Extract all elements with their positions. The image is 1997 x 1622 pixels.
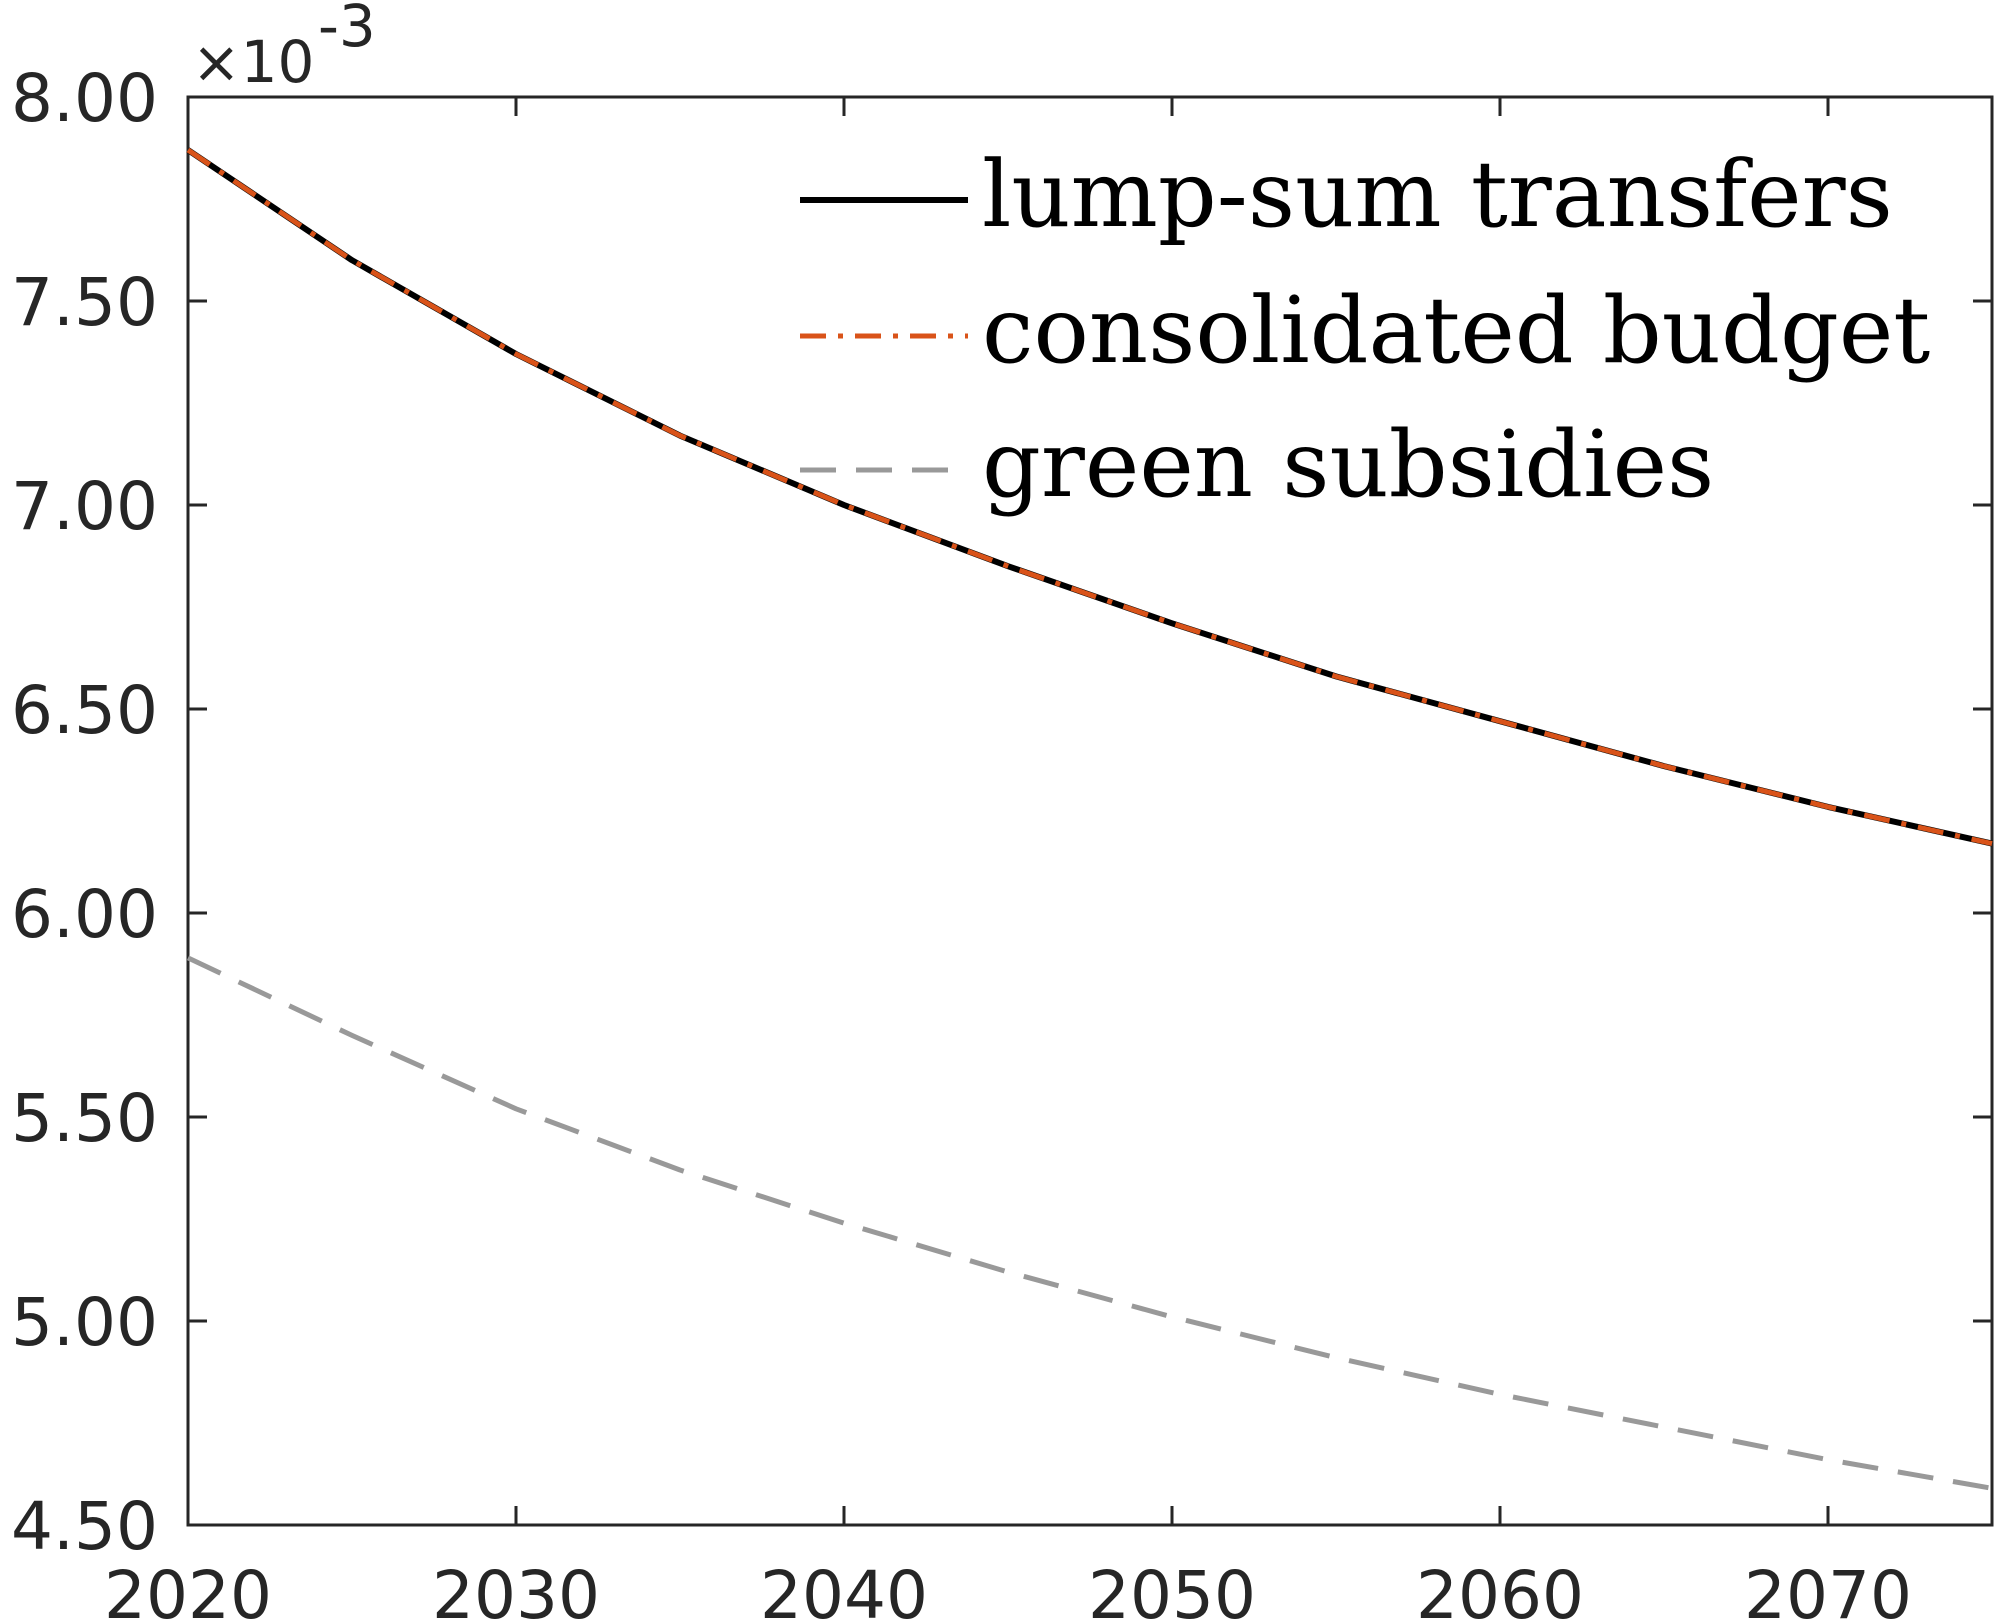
plot-frame — [186, 95, 1994, 1527]
legend: lump-sum transfers consolidated budget gre… — [800, 141, 1930, 518]
x-tick-label: 2030 — [432, 1557, 600, 1622]
y-tick-label: 5.00 — [11, 1284, 158, 1361]
y-tick-label: 7.50 — [11, 264, 158, 341]
legend-label-lump-sum-transfers: lump-sum transfers — [982, 141, 1893, 248]
y-tick-label: 6.50 — [11, 672, 158, 749]
y-multiplier-exponent: -3 — [318, 0, 376, 60]
series-line-consolidated-budget — [186, 147, 1993, 847]
y-multiplier-base: ×10 — [192, 28, 314, 96]
y-tick-label: 6.00 — [11, 876, 158, 953]
x-tick-label: 2060 — [1416, 1557, 1584, 1622]
y-tick-label: 8.00 — [11, 60, 158, 137]
x-tick-label: 2070 — [1744, 1557, 1912, 1622]
legend-label-consolidated-budget: consolidated budget — [982, 277, 1930, 384]
y-tick-label: 7.00 — [11, 468, 158, 545]
series-lines — [186, 147, 1993, 1491]
x-tick-label: 2020 — [104, 1557, 272, 1622]
y-tick-label: 5.50 — [11, 1080, 158, 1157]
series-line-green-subsidies — [186, 955, 1993, 1491]
y-axis-multiplier: ×10 -3 — [192, 0, 376, 96]
x-tick-label: 2050 — [1088, 1557, 1256, 1622]
x-tick-label: 2040 — [760, 1557, 928, 1622]
y-tick-label: 4.50 — [11, 1488, 158, 1565]
legend-label-green-subsidies: green subsidies — [982, 411, 1714, 518]
ticks: 2020 2030 2040 2050 2060 2070 4.50 5.00 5.50 6.00… — [11, 60, 1992, 1622]
axes — [186, 95, 1994, 1527]
